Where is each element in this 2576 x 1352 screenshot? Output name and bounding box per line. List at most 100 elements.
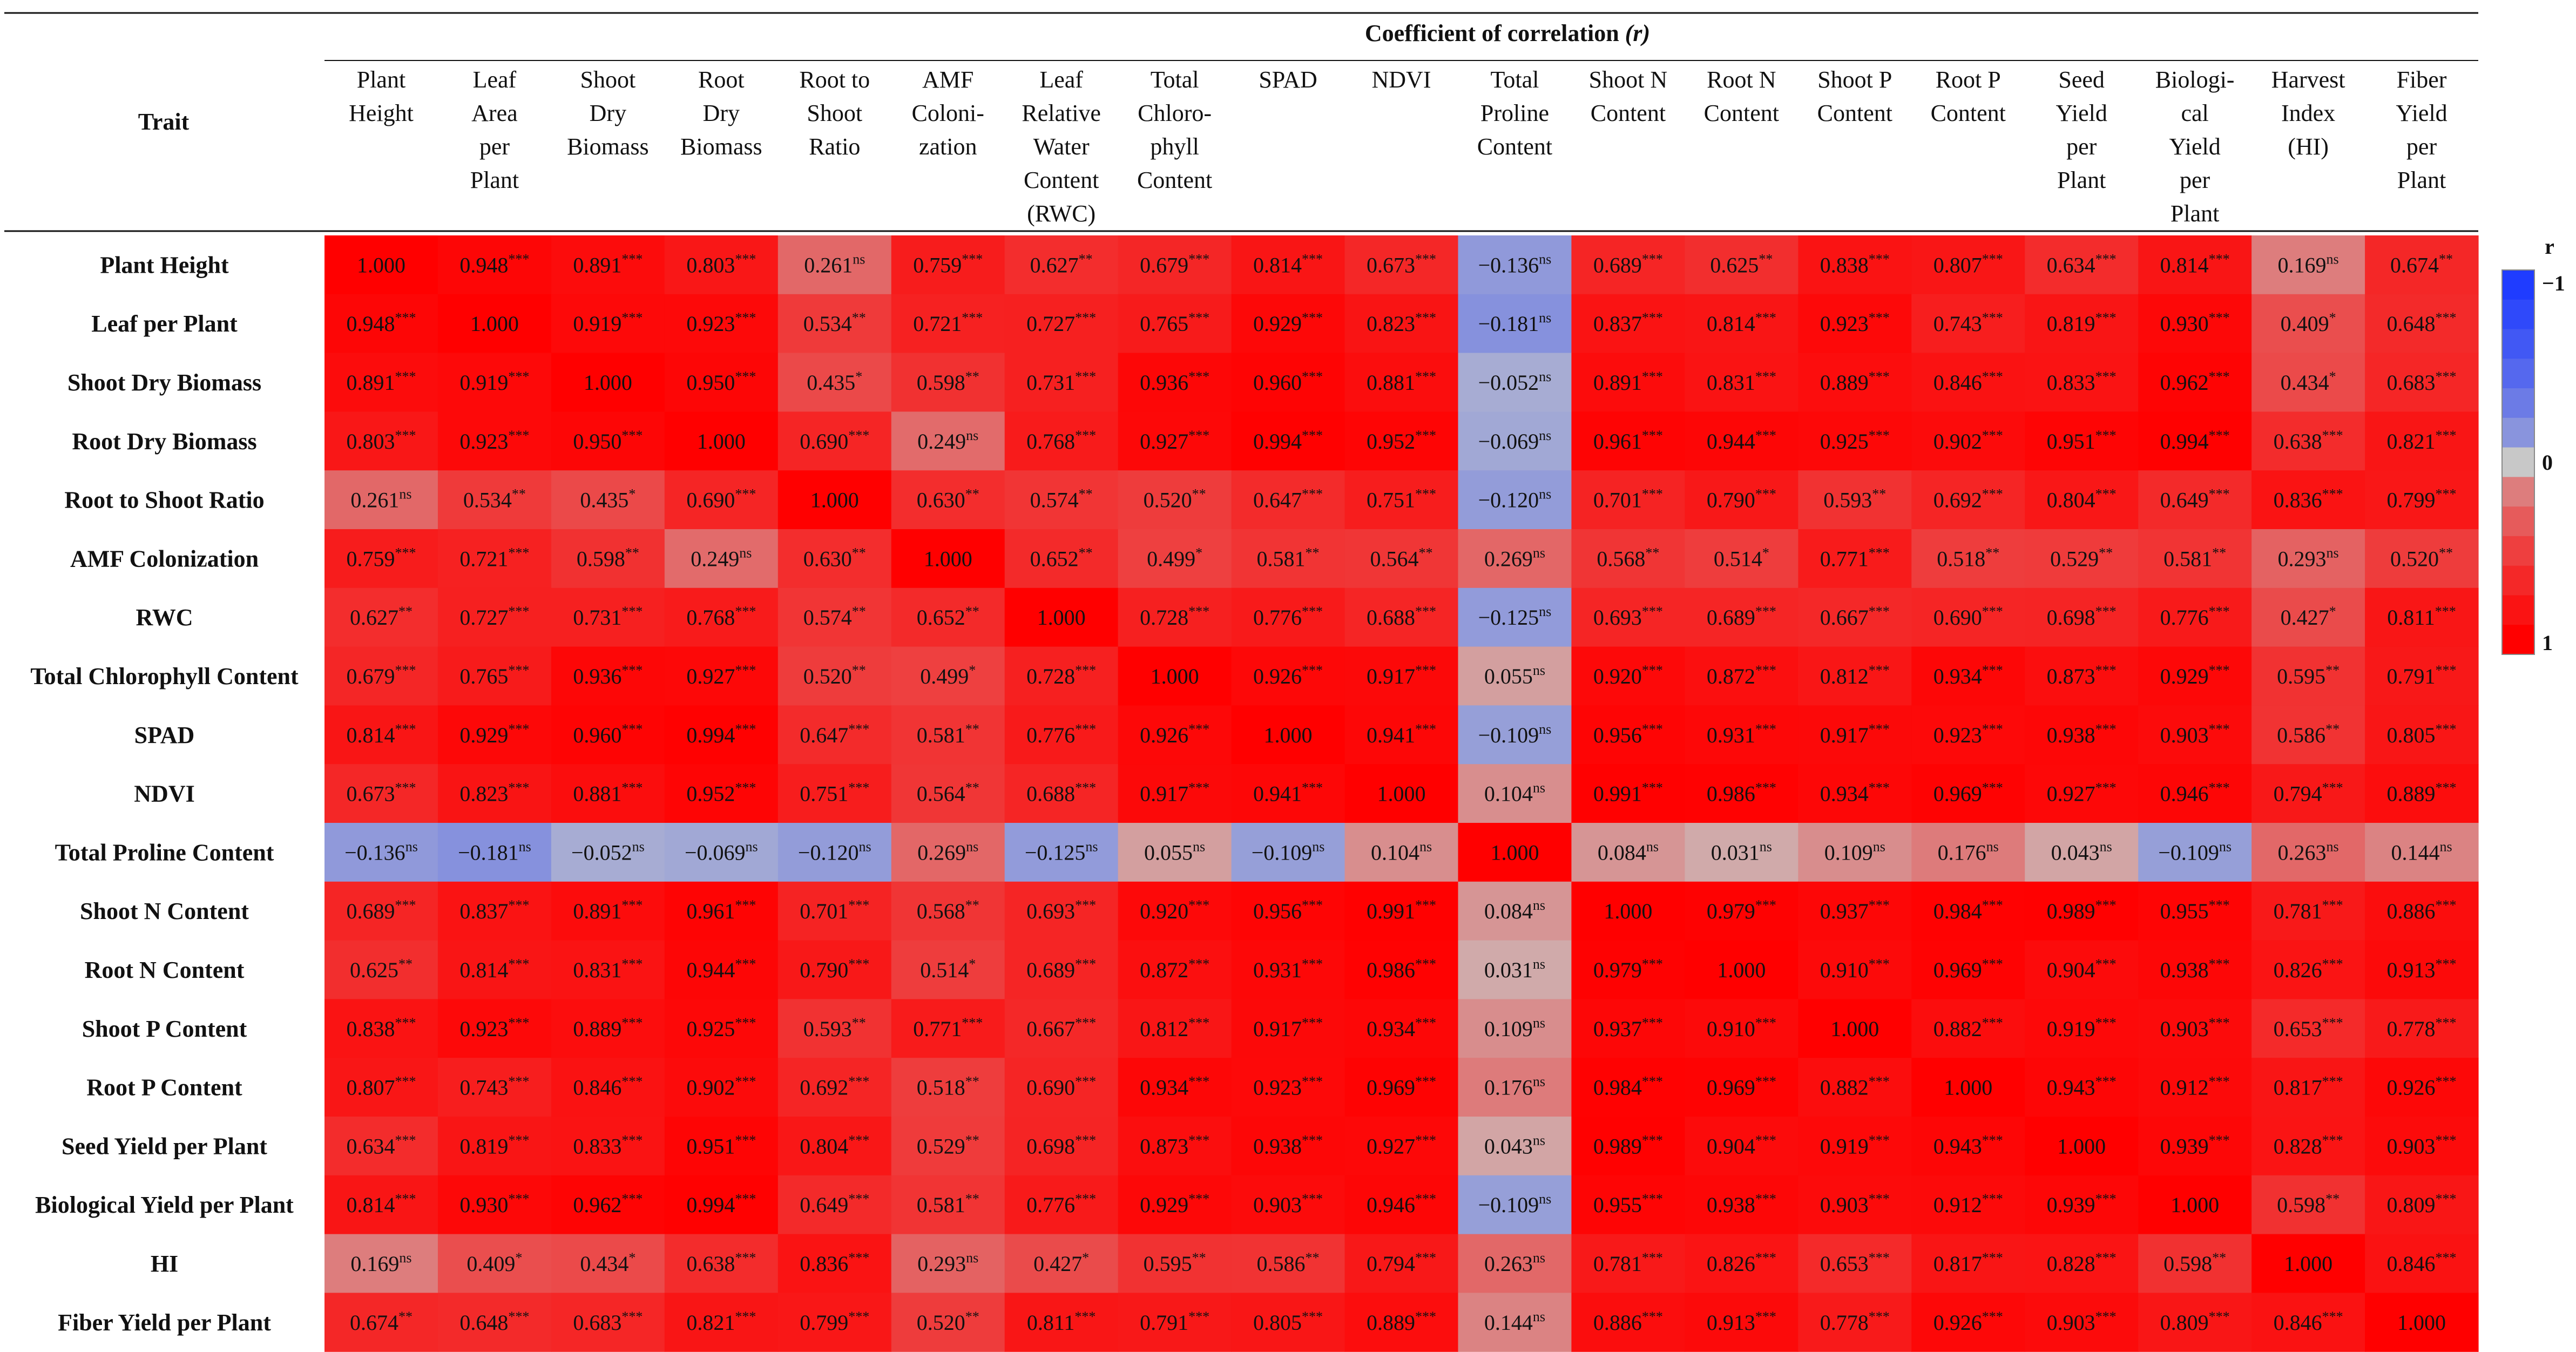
- heatmap-cell: [1344, 881, 1459, 941]
- row-header: Shoot P Content: [82, 1016, 247, 1042]
- cell-value-label: 0.043ns: [1484, 1132, 1545, 1158]
- column-header-line: Biologi-: [2155, 66, 2235, 93]
- significance-mark: ***: [1302, 956, 1323, 972]
- cell-value-label: 0.923***: [1253, 1074, 1323, 1100]
- significance-mark: ***: [735, 663, 756, 678]
- heatmap-cells: 1.000 0.948*** 0.891*** 0.803*** 0.261ns 0.75…: [324, 235, 2479, 1352]
- significance-mark: **: [965, 1309, 979, 1324]
- cell-value-label: 0.923***: [686, 310, 756, 336]
- cell-value-label: 0.939***: [2047, 1191, 2117, 1217]
- heatmap-cell: [2252, 587, 2365, 647]
- cell-value-label: 0.929***: [2160, 663, 2230, 688]
- heatmap-cell: [1004, 1058, 1119, 1117]
- significance-mark: ***: [1982, 1015, 2003, 1031]
- cell-value-label: 0.434*: [580, 1250, 635, 1276]
- cell-value-label: 0.960***: [573, 721, 643, 747]
- heatmap-cell: [2138, 823, 2252, 882]
- significance-mark: ns: [966, 1250, 978, 1266]
- significance-mark: ***: [621, 1015, 643, 1031]
- cell-value-label: 0.833***: [573, 1132, 643, 1158]
- significance-mark: **: [2325, 721, 2340, 737]
- cell-value-label: 0.721***: [913, 310, 983, 336]
- heatmap-cell: [2138, 1058, 2252, 1117]
- cell-value-label: 0.574**: [1030, 486, 1093, 512]
- cell-value-label: 0.969***: [1933, 956, 2003, 982]
- cell-value-label: 0.701***: [1593, 486, 1663, 512]
- significance-mark: ***: [1982, 1250, 2003, 1266]
- cell-value-label: 0.084ns: [1598, 839, 1659, 864]
- cell-value-label: 0.781***: [2274, 897, 2343, 923]
- heatmap-cell: [324, 294, 438, 354]
- cell-value-label: 0.625**: [350, 956, 413, 982]
- super-title: Coefficient of correlation (r): [1365, 20, 1650, 46]
- heatmap-cell: [777, 353, 892, 412]
- cell-value-label: 0.814***: [1253, 251, 1323, 277]
- cell-value-label: 0.520**: [803, 663, 866, 688]
- heatmap-cell: [1231, 353, 1346, 412]
- column-header-line: per: [2180, 167, 2210, 193]
- heatmap-cell: [1118, 999, 1232, 1058]
- heatmap-cell: [1798, 940, 1912, 999]
- heatmap-cell: [2025, 1117, 2139, 1176]
- cell-value-label: 0.805***: [2387, 721, 2457, 747]
- significance-mark: ***: [395, 310, 416, 326]
- heatmap-cell: [2025, 411, 2139, 471]
- significance-mark: ***: [1982, 369, 2003, 384]
- significance-mark: ***: [2095, 780, 2117, 796]
- cell-value-label: 0.946***: [1367, 1191, 1436, 1217]
- heatmap-cell: [551, 764, 665, 823]
- heatmap-cell: [1458, 587, 1572, 647]
- cell-value-label: 0.989***: [2047, 897, 2117, 923]
- significance-mark: ns: [1533, 780, 1545, 796]
- significance-mark: **: [1192, 1250, 1206, 1266]
- significance-mark: ***: [2209, 897, 2230, 913]
- significance-mark: ***: [1642, 1250, 1663, 1266]
- heatmap-cell: [1344, 353, 1459, 412]
- cell-value-label: 0.581**: [1257, 545, 1320, 571]
- heatmap-cell: [551, 1293, 665, 1352]
- significance-mark: ***: [2436, 1074, 2457, 1090]
- significance-mark: *: [1195, 545, 1202, 560]
- heatmap-cell: [1458, 705, 1572, 765]
- cell-value-label: 0.518**: [917, 1074, 979, 1100]
- heatmap-cell: [324, 881, 438, 941]
- significance-mark: ***: [1982, 721, 2003, 737]
- cell-value-label: 0.872***: [1140, 956, 1209, 982]
- significance-mark: ***: [735, 780, 756, 796]
- heatmap-cell: [1231, 1293, 1346, 1352]
- cell-value-label: 0.946***: [2160, 780, 2230, 806]
- heatmap-cell: [437, 353, 552, 412]
- cell-value-label: 0.261ns: [804, 251, 865, 277]
- heatmap-cell: [1911, 411, 2025, 471]
- trait-header: Trait: [138, 109, 190, 135]
- significance-mark: ***: [621, 604, 643, 619]
- cell-value-label: 0.931***: [1253, 956, 1323, 982]
- cell-value-label: 0.927***: [1140, 428, 1209, 454]
- significance-mark: **: [965, 604, 979, 619]
- heatmap-cell: [1231, 705, 1346, 765]
- heatmap-cell: [1004, 470, 1119, 530]
- legend-swatch: [2502, 359, 2534, 389]
- heatmap-cell: [777, 1234, 892, 1293]
- heatmap-cell: [2025, 235, 2139, 295]
- significance-mark: **: [1306, 1250, 1320, 1266]
- significance-mark: ***: [395, 663, 416, 678]
- cell-value-label: 1.000: [2171, 1193, 2219, 1217]
- heatmap-cell: [2138, 411, 2252, 471]
- heatmap-cell: [324, 1175, 438, 1235]
- heatmap-cell: [891, 529, 1005, 589]
- significance-mark: ***: [1869, 897, 1890, 913]
- heatmap-cell: [891, 294, 1005, 354]
- heatmap-cell: [1004, 529, 1119, 589]
- column-header-line: Shoot: [580, 66, 636, 93]
- heatmap-cell: [1231, 764, 1346, 823]
- heatmap-cell: [2252, 823, 2365, 882]
- significance-mark: **: [2325, 1191, 2340, 1207]
- column-header: Leaf Relative Water Content (RWC): [1022, 66, 1101, 227]
- cell-value-label: 0.652**: [917, 604, 979, 630]
- heatmap-cell: [1004, 587, 1119, 647]
- heatmap-cell: [2025, 940, 2139, 999]
- column-header-line: AMF: [922, 66, 973, 93]
- heatmap-cell: [1911, 353, 2025, 412]
- heatmap-cell: [2252, 411, 2365, 471]
